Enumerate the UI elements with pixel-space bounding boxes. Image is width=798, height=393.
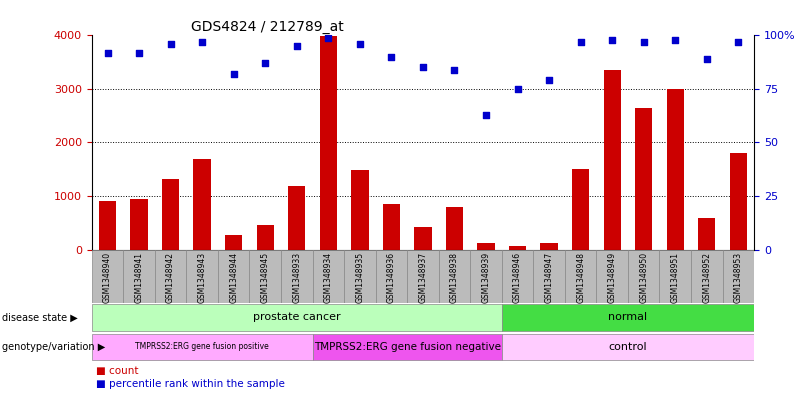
Bar: [470, 250, 502, 303]
Bar: [344, 250, 376, 303]
Text: GDS4824 / 212789_at: GDS4824 / 212789_at: [192, 20, 344, 34]
Bar: [635, 108, 653, 250]
Point: [354, 41, 366, 47]
Bar: [502, 304, 754, 331]
Text: GSM1348945: GSM1348945: [261, 252, 270, 303]
Bar: [313, 250, 344, 303]
Bar: [225, 235, 243, 250]
Bar: [250, 250, 281, 303]
Bar: [666, 89, 684, 250]
Bar: [130, 199, 148, 250]
Bar: [502, 334, 754, 360]
Point: [543, 77, 555, 83]
Point: [512, 86, 524, 92]
Text: disease state ▶: disease state ▶: [2, 312, 77, 322]
Bar: [691, 250, 722, 303]
Text: GSM1348949: GSM1348949: [608, 252, 617, 303]
Bar: [288, 186, 306, 250]
Text: GSM1348935: GSM1348935: [355, 252, 365, 303]
Text: GSM1348953: GSM1348953: [734, 252, 743, 303]
Point: [732, 39, 745, 45]
Bar: [596, 250, 628, 303]
Text: GSM1348941: GSM1348941: [135, 252, 144, 303]
Bar: [313, 334, 502, 360]
Text: GSM1348936: GSM1348936: [387, 252, 396, 303]
Bar: [187, 250, 218, 303]
Bar: [659, 250, 691, 303]
Text: GSM1348937: GSM1348937: [418, 252, 428, 303]
Text: GSM1348934: GSM1348934: [324, 252, 333, 303]
Point: [227, 71, 240, 77]
Bar: [257, 226, 274, 250]
Bar: [407, 250, 439, 303]
Bar: [439, 250, 470, 303]
Point: [417, 64, 429, 71]
Text: GSM1348933: GSM1348933: [292, 252, 302, 303]
Bar: [218, 250, 250, 303]
Point: [259, 60, 271, 66]
Bar: [193, 158, 211, 250]
Bar: [376, 250, 407, 303]
Text: GSM1348948: GSM1348948: [576, 252, 585, 303]
Bar: [383, 204, 400, 250]
Point: [448, 66, 461, 73]
Text: GSM1348939: GSM1348939: [481, 252, 491, 303]
Text: GSM1348952: GSM1348952: [702, 252, 711, 303]
Text: ■ count: ■ count: [96, 366, 138, 376]
Text: genotype/variation ▶: genotype/variation ▶: [2, 342, 105, 352]
Bar: [162, 179, 180, 250]
Point: [290, 43, 303, 49]
Bar: [628, 250, 659, 303]
Bar: [414, 227, 432, 250]
Bar: [92, 250, 124, 303]
Bar: [729, 153, 747, 250]
Point: [101, 50, 114, 56]
Text: GSM1348951: GSM1348951: [671, 252, 680, 303]
Bar: [124, 250, 155, 303]
Bar: [502, 250, 533, 303]
Text: GSM1348938: GSM1348938: [450, 252, 459, 303]
Bar: [351, 170, 369, 250]
Text: TMPRSS2:ERG gene fusion positive: TMPRSS2:ERG gene fusion positive: [136, 342, 269, 351]
Point: [701, 56, 713, 62]
Bar: [540, 242, 558, 250]
Bar: [446, 207, 463, 250]
Bar: [603, 70, 621, 250]
Text: GSM1348940: GSM1348940: [103, 252, 112, 303]
Bar: [99, 201, 117, 250]
Point: [480, 112, 492, 118]
Point: [669, 37, 681, 43]
Bar: [320, 37, 337, 250]
Text: GSM1348944: GSM1348944: [229, 252, 238, 303]
Text: TMPRSS2:ERG gene fusion negative: TMPRSS2:ERG gene fusion negative: [314, 342, 500, 352]
Text: GSM1348942: GSM1348942: [166, 252, 175, 303]
Text: GSM1348946: GSM1348946: [513, 252, 522, 303]
Bar: [92, 304, 502, 331]
Bar: [281, 250, 313, 303]
Point: [164, 41, 177, 47]
Point: [606, 37, 618, 43]
Bar: [509, 246, 526, 250]
Bar: [92, 334, 313, 360]
Point: [132, 50, 145, 56]
Point: [575, 39, 587, 45]
Text: control: control: [609, 342, 647, 352]
Bar: [477, 243, 495, 250]
Text: ■ percentile rank within the sample: ■ percentile rank within the sample: [96, 378, 285, 389]
Bar: [565, 250, 596, 303]
Text: normal: normal: [608, 312, 647, 322]
Bar: [722, 250, 754, 303]
Bar: [572, 169, 589, 250]
Text: GSM1348943: GSM1348943: [198, 252, 207, 303]
Bar: [155, 250, 187, 303]
Text: GSM1348950: GSM1348950: [639, 252, 648, 303]
Text: prostate cancer: prostate cancer: [253, 312, 341, 322]
Bar: [698, 219, 716, 250]
Point: [322, 34, 334, 40]
Point: [196, 39, 208, 45]
Point: [638, 39, 650, 45]
Point: [385, 53, 397, 60]
Bar: [533, 250, 565, 303]
Text: GSM1348947: GSM1348947: [544, 252, 554, 303]
